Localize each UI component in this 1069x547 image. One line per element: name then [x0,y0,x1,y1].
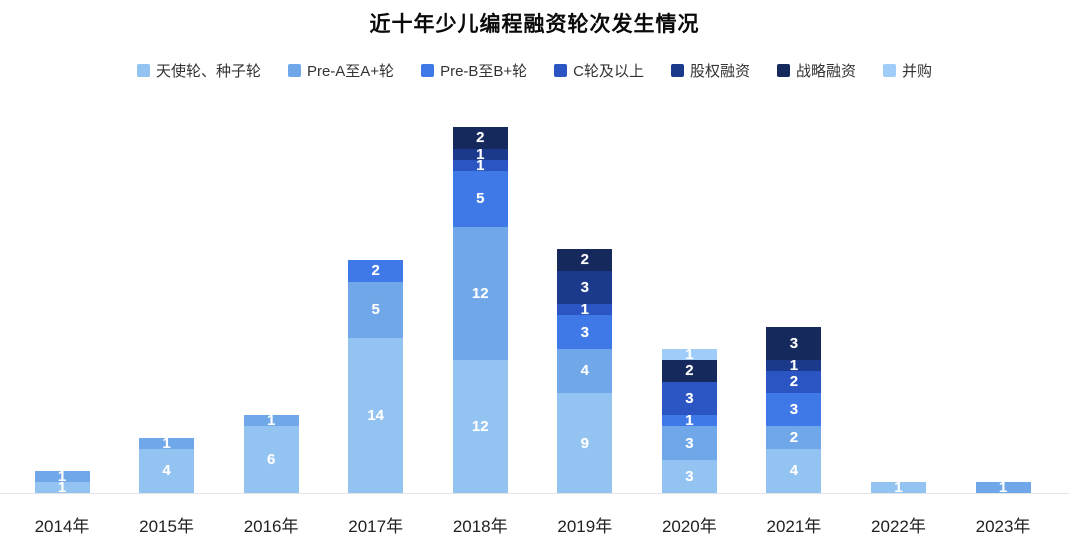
legend-item-2[interactable]: Pre-B至B+轮 [421,60,527,81]
legend-swatch-icon [671,64,685,77]
bar-segment-2017年-series2 [348,259,404,283]
legend-item-4[interactable]: 股权融资 [671,60,750,81]
legend-item-5[interactable]: 战略融资 [777,60,856,81]
legend-swatch-icon [136,64,150,77]
bar-segment-2018年-series1 [452,226,508,360]
x-axis-label-2019年: 2019年 [557,517,613,536]
bar-segment-2020年-series6 [661,348,717,360]
bar-segment-2021年-series4 [766,359,822,371]
bar-segment-2018年-series4 [452,148,508,160]
legend-item-6[interactable]: 并购 [883,60,932,81]
legend-label: Pre-A至A+轮 [306,63,395,80]
legend-swatch-icon [554,64,568,77]
bar-segment-2020年-series0 [661,459,717,493]
bar-segment-2016年-series1 [243,415,299,427]
bar-segment-2014年-series0 [34,481,90,493]
bar-segment-2021年-series3 [766,370,822,394]
x-axis-label-2022年: 2022年 [871,517,926,536]
bar-segment-2020年-series5 [661,359,717,382]
bar-segment-2019年-series1 [557,348,613,394]
bar-segment-2019年-series4 [557,271,613,305]
legend: 天使轮、种子轮 Pre-A至A+轮 Pre-B至B+轮 C轮及以上 股权融资 战略融资 并购 [0,60,1069,81]
legend-item-0[interactable]: 天使轮、种子轮 [136,60,261,81]
x-axis-label-2014年: 2014年 [34,517,90,536]
bar-segment-2015年-series0 [139,448,195,493]
bar-segment-2022年-series0 [870,481,926,493]
bar-segment-2021年-series2 [766,393,822,427]
legend-label: 战略融资 [796,63,857,80]
bar-segment-2016年-series0 [243,426,299,493]
legend-swatch-icon [287,64,301,77]
bar-segment-2019年-series5 [557,248,613,271]
x-axis-label-2016年: 2016年 [243,517,299,536]
bar-segment-2017年-series0 [348,337,404,493]
bar-segment-2015年-series1 [139,437,195,449]
x-axis-label-2015年: 2015年 [139,517,194,536]
legend-label: Pre-B至B+轮 [440,63,528,80]
legend-item-1[interactable]: Pre-A至A+轮 [287,60,395,81]
bar-segment-2017年-series1 [348,282,404,338]
legend-label: 并购 [902,63,933,80]
x-axis-label-2023年: 2023年 [975,517,1031,536]
bar-segment-2020年-series3 [661,382,717,416]
bar-segment-2020年-series2 [661,415,717,427]
legend-swatch-icon [421,64,435,77]
bar-segment-2021年-series5 [766,326,822,360]
chart-title: 近十年少儿编程融资轮次发生情况 [369,13,700,36]
bar-segment-2018年-series5 [452,126,508,149]
bar-segment-2021年-series1 [766,426,822,449]
bar-segment-2018年-series0 [452,359,508,493]
bar-segment-2019年-series3 [557,304,613,316]
x-axis-label-2018年: 2018年 [452,517,508,536]
legend-label: 天使轮、种子轮 [155,63,261,80]
legend-label: C轮及以上 [573,63,645,80]
legend-swatch-icon [883,64,897,77]
legend-label: 股权融资 [690,63,751,80]
bar-segment-2018年-series3 [452,160,508,172]
x-axis-label-2020年: 2020年 [661,517,717,536]
x-axis-line [0,493,1069,494]
bar-segment-2023年-series1 [975,481,1031,493]
x-axis-label-2021年: 2021年 [766,517,822,536]
bar-segment-2021年-series0 [766,448,822,493]
x-axis-label-2017年: 2017年 [348,517,404,536]
legend-swatch-icon [777,64,791,77]
bar-segment-2019年-series2 [557,315,613,349]
bar-segment-2019年-series0 [557,393,613,493]
bar-segment-2014年-series1 [34,470,90,482]
bar-segment-2020年-series1 [661,426,717,460]
legend-item-3[interactable]: C轮及以上 [554,60,644,81]
bar-segment-2018年-series2 [452,171,508,227]
